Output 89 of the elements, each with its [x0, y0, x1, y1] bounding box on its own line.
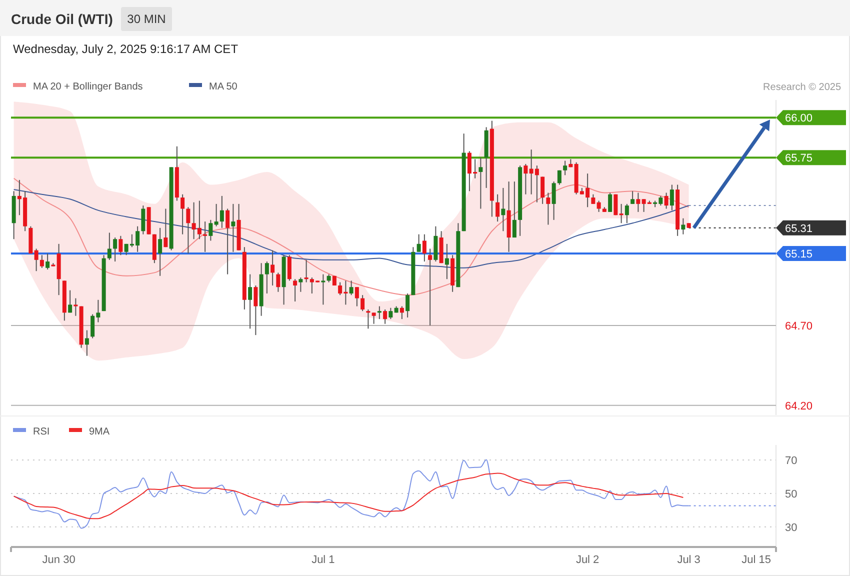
line-series [13, 472, 684, 520]
candlestick [636, 192, 640, 212]
candlestick [113, 237, 118, 262]
candlestick [546, 192, 550, 226]
legend-label: MA 20 + Bollinger Bands [33, 82, 143, 93]
candlestick [141, 205, 146, 235]
x-tick-label: Jul 2 [576, 554, 600, 566]
candlestick [304, 259, 308, 283]
candlestick [208, 219, 213, 242]
candlestick [428, 248, 432, 326]
candlestick [400, 306, 404, 320]
candlestick [524, 163, 528, 195]
candlestick [552, 181, 556, 220]
candlestick [388, 307, 393, 320]
candlestick [34, 248, 38, 272]
candlestick [349, 280, 354, 296]
candlestick [619, 203, 624, 224]
candlestick [293, 278, 298, 302]
candlestick [416, 234, 421, 252]
candlestick [203, 221, 208, 252]
candlestick [664, 192, 668, 210]
candlestick [681, 218, 686, 235]
candlestick [74, 298, 78, 316]
x-tick-label: Jul 3 [677, 554, 700, 566]
candlestick [68, 290, 72, 314]
candlestick [557, 170, 562, 186]
x-tick-label: Jul 1 [312, 554, 335, 566]
candlestick [40, 254, 44, 268]
y-tick-label: 64.20 [785, 400, 813, 412]
candlestick [180, 194, 185, 235]
candlestick [158, 227, 162, 276]
candlestick [512, 181, 516, 238]
candlestick [406, 292, 410, 318]
candlestick [248, 274, 252, 330]
candlestick [287, 254, 292, 282]
candlestick [434, 226, 438, 262]
legend-label: RSI [33, 426, 50, 438]
text: Research © 2025 [763, 82, 842, 93]
candlestick [270, 250, 275, 286]
candlestick [214, 203, 218, 227]
candlestick [501, 187, 506, 232]
candlestick [231, 203, 236, 252]
candlestick [624, 203, 629, 224]
candlestick [383, 308, 388, 324]
legend-label: 9MA [89, 426, 110, 438]
candlestick [298, 276, 303, 292]
candlestick [164, 208, 168, 248]
candlestick [591, 194, 596, 204]
candlestick [220, 195, 224, 228]
candlestick [366, 308, 370, 330]
x-tick-label: Jul 15 [742, 554, 771, 566]
ref-line-label: 65.15 [785, 248, 813, 261]
y-tick-label: 50 [785, 488, 798, 500]
y-tick-label: 70 [785, 455, 798, 468]
candlestick [478, 157, 483, 210]
line-series [13, 189, 690, 268]
chart-subtitle: Wednesday, July 2, 2025 9:16:17 AM CET [13, 42, 239, 56]
candlestick [107, 232, 112, 260]
candlestick [496, 194, 500, 222]
candlestick [46, 253, 50, 270]
y-tick-label: 30 [785, 522, 798, 534]
candlestick [254, 284, 258, 336]
candlestick [372, 312, 376, 324]
candlestick [186, 206, 190, 254]
text: 30 MIN [127, 12, 166, 26]
ref-line-label: 66.00 [785, 112, 813, 125]
candlestick [264, 260, 269, 294]
candlestick [540, 176, 545, 204]
candlestick [608, 192, 612, 212]
candlestick [596, 200, 601, 212]
y-tick-label: 64.70 [785, 320, 813, 332]
candlestick [630, 190, 635, 204]
candlestick [563, 160, 568, 176]
candlestick [84, 330, 89, 356]
candlestick [276, 272, 280, 292]
candlestick [226, 208, 230, 275]
candlestick [354, 286, 359, 307]
ref-line-label: 65.31 [785, 222, 813, 235]
candlestick [360, 294, 365, 312]
candlestick [321, 274, 326, 306]
candlestick [444, 243, 449, 280]
candlestick [118, 235, 123, 256]
legend-label: MA 50 [209, 82, 238, 93]
x-tick-label: Jun 30 [42, 554, 76, 566]
candlestick [670, 184, 674, 211]
chart-title: Crude Oil (WTI) [11, 11, 113, 27]
candlestick [377, 306, 382, 320]
ref-line-label: 65.75 [785, 152, 813, 165]
candlestick [422, 234, 426, 262]
